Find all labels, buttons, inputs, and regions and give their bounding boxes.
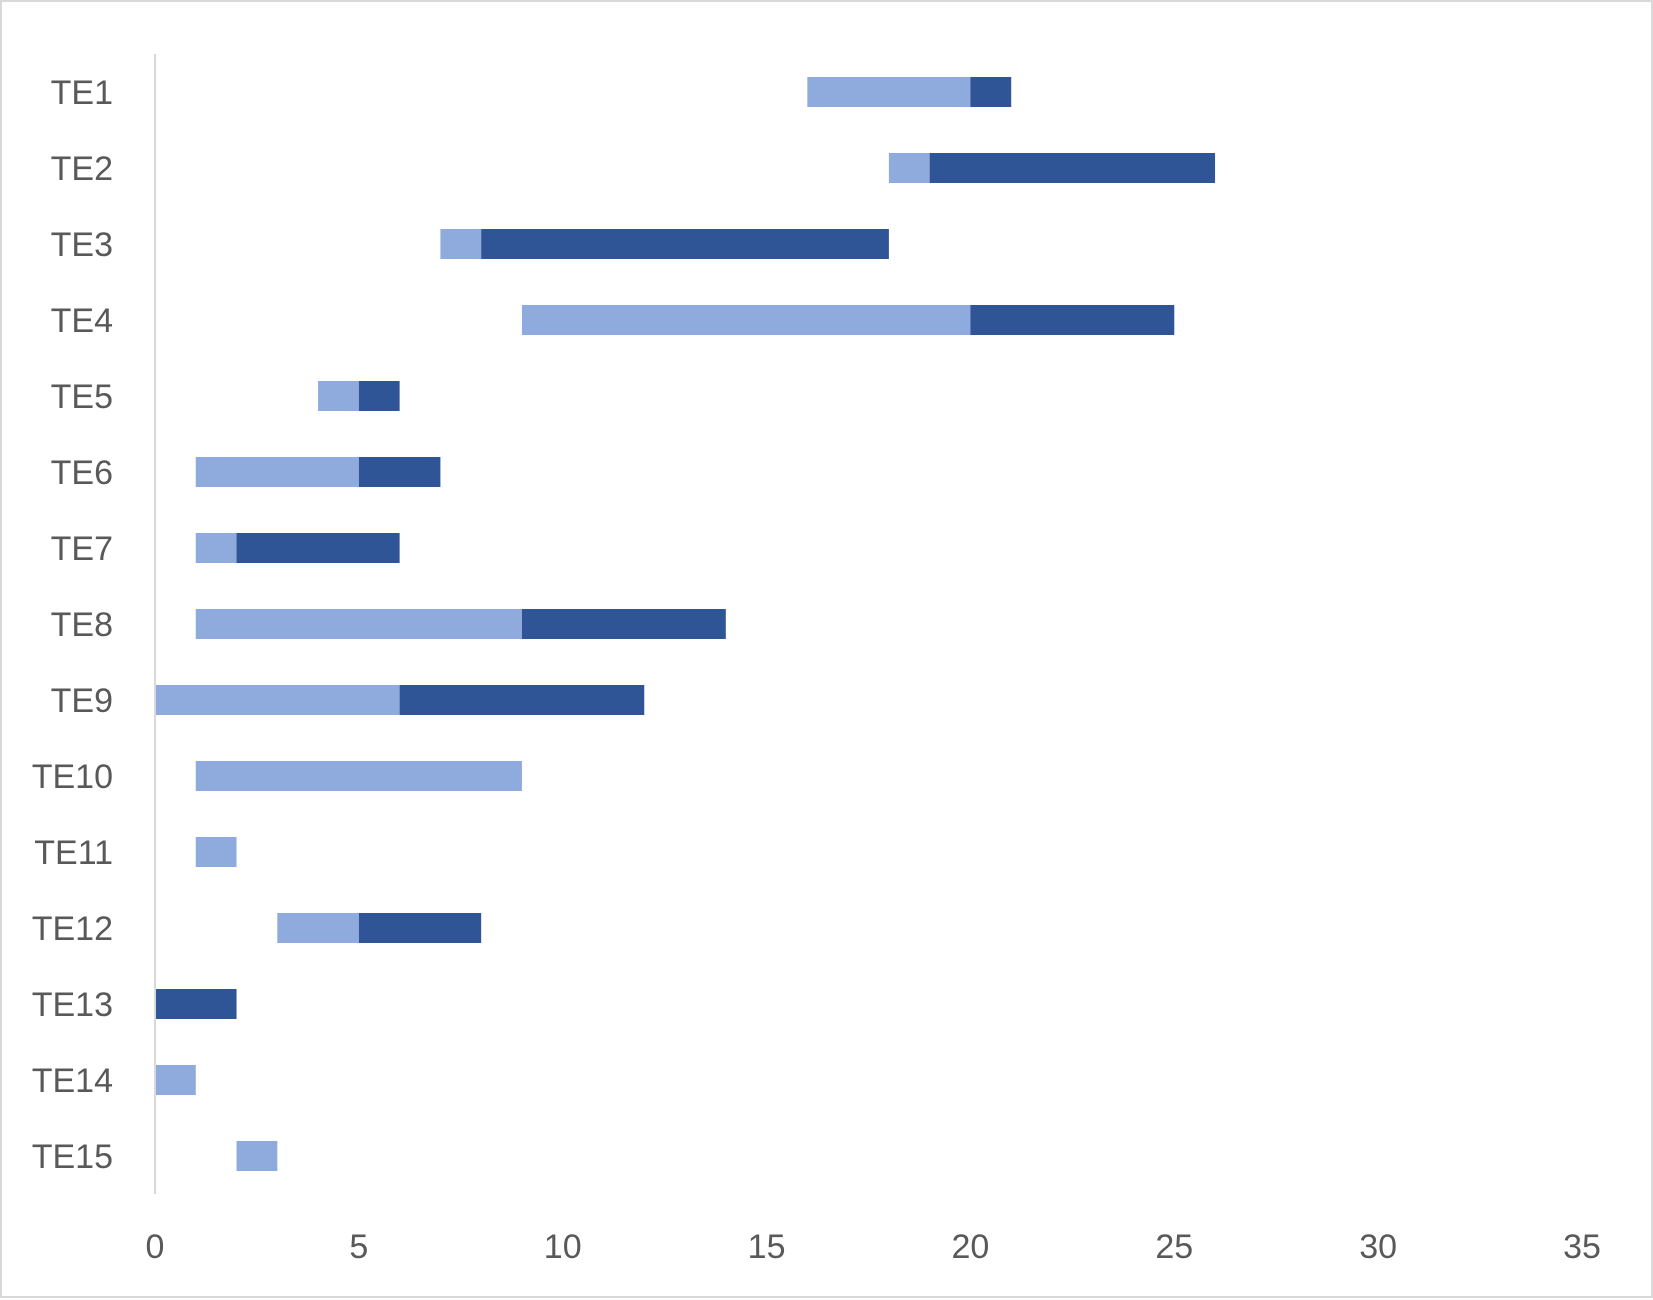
category-label: TE3 — [51, 226, 113, 264]
bar-segment-te7-series-2 — [236, 533, 400, 563]
x-tick-label: 20 — [952, 1228, 990, 1266]
x-tick-label: 35 — [1563, 1228, 1601, 1266]
bar-segment-te5-series-1 — [318, 381, 359, 411]
category-label: TE4 — [51, 302, 113, 340]
category-label: TE12 — [32, 910, 113, 948]
x-tick-labels: 0 5 10 15 20 25 30 35 — [146, 1228, 1601, 1266]
category-label: TE11 — [34, 834, 113, 872]
category-label: TE9 — [51, 682, 113, 720]
category-label: TE15 — [32, 1138, 113, 1176]
bar-segment-te4-series-2 — [970, 305, 1175, 335]
category-label: TE8 — [51, 606, 113, 644]
category-label: TE7 — [51, 530, 113, 568]
bar-segment-te3-series-1 — [440, 229, 482, 259]
bar-segment-te8-series-2 — [521, 609, 726, 639]
category-label: TE6 — [51, 454, 113, 492]
bar-segment-te5-series-2 — [358, 381, 400, 411]
bar-segment-te1-series-1 — [807, 77, 971, 107]
bar-segment-te2-series-2 — [929, 153, 1216, 183]
category-label: TE13 — [32, 986, 113, 1024]
bar-segment-te10-series-1 — [195, 761, 522, 791]
x-tick-label: 0 — [146, 1228, 165, 1266]
bar-segment-te6-series-2 — [358, 457, 441, 487]
x-tick-label: 25 — [1155, 1228, 1193, 1266]
bar-segment-te14-series-1 — [155, 1065, 196, 1095]
bar-segment-te12-series-2 — [358, 913, 482, 943]
x-tick-label: 30 — [1359, 1228, 1397, 1266]
bar-segment-te8-series-1 — [195, 609, 522, 639]
category-labels: TE1 TE2 TE3 TE4 TE5 TE6 TE7 TE8 TE9 TE10 TE11 TE12 T… — [32, 74, 113, 1176]
category-label: TE1 — [51, 74, 113, 112]
bar-segment-te4-series-1 — [521, 305, 971, 335]
bar-segment-te12-series-1 — [277, 913, 359, 943]
bar-segment-te3-series-2 — [481, 229, 889, 259]
bar-segment-te9-series-1 — [155, 685, 400, 715]
x-tick-label: 10 — [544, 1228, 582, 1266]
bar-segment-te13-series-2 — [155, 989, 237, 1019]
x-tick-label: 5 — [349, 1228, 368, 1266]
category-label: TE5 — [51, 378, 113, 416]
bar-segment-te15-series-1 — [236, 1141, 278, 1171]
category-label: TE2 — [51, 150, 113, 188]
bar-segment-te2-series-1 — [888, 153, 930, 183]
bar-segment-te9-series-2 — [399, 685, 645, 715]
bar-segment-te1-series-2 — [970, 77, 1012, 107]
category-label: TE10 — [32, 758, 113, 796]
bar-segment-te6-series-1 — [195, 457, 359, 487]
x-tick-label: 15 — [748, 1228, 786, 1266]
category-label: TE14 — [32, 1062, 113, 1100]
bar-segment-te11-series-1 — [195, 837, 237, 867]
bars-layer — [155, 77, 1216, 1171]
bar-segment-te7-series-1 — [195, 533, 237, 563]
